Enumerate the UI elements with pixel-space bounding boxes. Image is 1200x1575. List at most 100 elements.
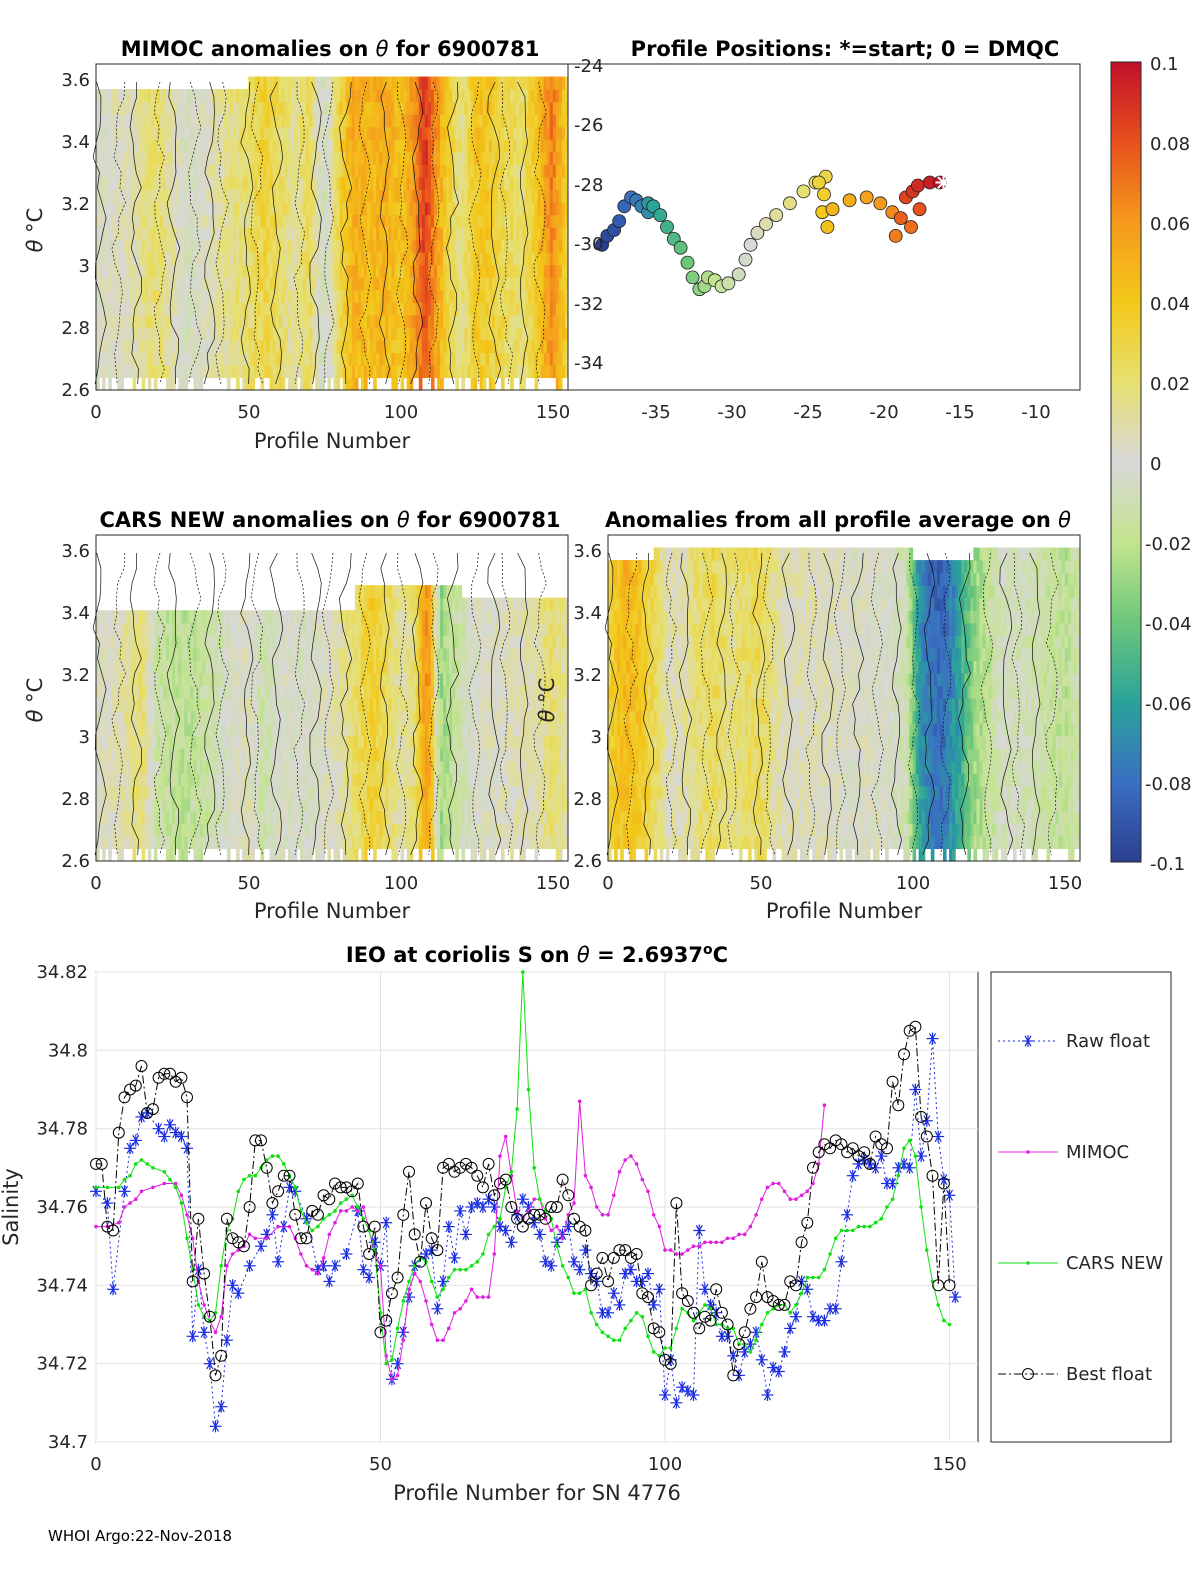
heatmap-cell (403, 289, 408, 303)
heatmap-cell (382, 201, 386, 216)
heatmap-cell (287, 264, 292, 278)
heatmap-cell (153, 302, 158, 316)
heatmap-cell (99, 622, 103, 636)
heatmap-cell (491, 214, 496, 228)
heatmap-cell (303, 277, 307, 291)
heatmap-cell (564, 264, 569, 278)
heatmap-cell (385, 289, 389, 303)
heatmap-cell (491, 339, 496, 353)
heatmap-cell (434, 114, 438, 128)
heatmap-cell (488, 377, 493, 391)
heatmap-cell (287, 327, 292, 341)
heatmap-cell (549, 201, 554, 216)
heatmap-cell (281, 151, 286, 165)
heatmap-cell (473, 289, 478, 303)
heatmap-cell (138, 252, 143, 266)
heatmap-cell (175, 201, 179, 216)
heatmap-cell (269, 101, 274, 115)
heatmap-cell (138, 622, 143, 636)
heatmap-cell (300, 302, 304, 316)
heatmap-cell (558, 201, 563, 216)
heatmap-cell (519, 227, 523, 241)
heatmap-cell (138, 760, 143, 774)
heatmap-cell (300, 126, 304, 140)
heatmap-cell (363, 252, 368, 266)
heatmap-cell (525, 227, 530, 241)
heatmap-cell (296, 252, 301, 266)
heatmap-cell (181, 139, 185, 153)
heatmap-cell (159, 810, 164, 824)
heatmap-cell (443, 189, 447, 203)
heatmap-cell (159, 189, 164, 203)
heatmap-cell (202, 227, 207, 241)
heatmap-cell (111, 264, 115, 278)
start-asterisk-stroke (937, 176, 950, 189)
heatmap-cell (153, 227, 158, 241)
heatmap-cell (117, 227, 121, 241)
heatmap-cell (217, 189, 222, 203)
heatmap-cell (391, 101, 396, 115)
heatmap-cell (156, 139, 161, 153)
heatmap-cell (360, 264, 365, 278)
heatmap-cell (382, 189, 386, 203)
heatmap-cell (360, 164, 365, 178)
heatmap-cell (172, 352, 176, 366)
heatmap-cell (391, 352, 396, 366)
heatmap-cell (287, 126, 292, 140)
heatmap-cell (440, 227, 444, 241)
heatmap-cell (552, 89, 557, 103)
heatmap-cell (257, 277, 262, 291)
heatmap-cell (306, 89, 310, 103)
heatmap-cell (309, 227, 313, 241)
heatmap-cell (333, 277, 338, 291)
heatmap-cell (159, 164, 164, 178)
heatmap-cell (455, 302, 459, 316)
heatmap-cell (99, 164, 103, 178)
heatmap-cell (373, 352, 377, 366)
heatmap-cell (403, 252, 408, 266)
heatmap-cell (120, 364, 125, 379)
heatmap-cell (479, 176, 484, 190)
heatmap-cell (522, 314, 526, 328)
heatmap-cell (287, 114, 292, 128)
heatmap-cell (336, 126, 341, 140)
heatmap-cell (245, 352, 249, 366)
heatmap-cell (114, 660, 118, 674)
heatmap-cell (455, 214, 459, 228)
heatmap-cell (208, 227, 213, 241)
heatmap-cell (558, 277, 563, 291)
heatmap-cell (549, 114, 554, 128)
heatmap-cell (111, 89, 115, 103)
heatmap-cell (540, 126, 545, 140)
heatmap-cell (546, 176, 551, 190)
heatmap-cell (296, 139, 301, 153)
heatmap-cell (135, 823, 140, 837)
heatmap-cell (105, 101, 109, 115)
heatmap-cell (135, 151, 140, 165)
heatmap-cell (254, 239, 258, 253)
heatmap-cell (102, 785, 106, 799)
heatmap-cell (135, 647, 140, 661)
heatmap-cell (150, 314, 155, 328)
heatmap-cell (242, 189, 246, 203)
heatmap-cell (156, 164, 161, 178)
heatmap-cell (205, 239, 210, 253)
heatmap-cell (406, 214, 411, 228)
heatmap-cell (522, 252, 526, 266)
heatmap-cell (327, 101, 332, 115)
heatmap-cell (156, 264, 161, 278)
heatmap-cell (181, 314, 185, 328)
heatmap-cell (208, 151, 213, 165)
heatmap-cell (117, 101, 121, 115)
heatmap-cell (507, 314, 511, 328)
heatmap-cell (126, 214, 131, 228)
heatmap-cell (443, 101, 447, 115)
heatmap-cell (318, 277, 322, 291)
heatmap-cell (494, 277, 499, 291)
heatmap-cell (501, 302, 505, 316)
heatmap-cell (339, 364, 344, 379)
heatmap-cell (558, 101, 563, 115)
heatmap-cell (150, 773, 155, 787)
heatmap-cell (223, 151, 228, 165)
heatmap-cell (476, 201, 481, 216)
